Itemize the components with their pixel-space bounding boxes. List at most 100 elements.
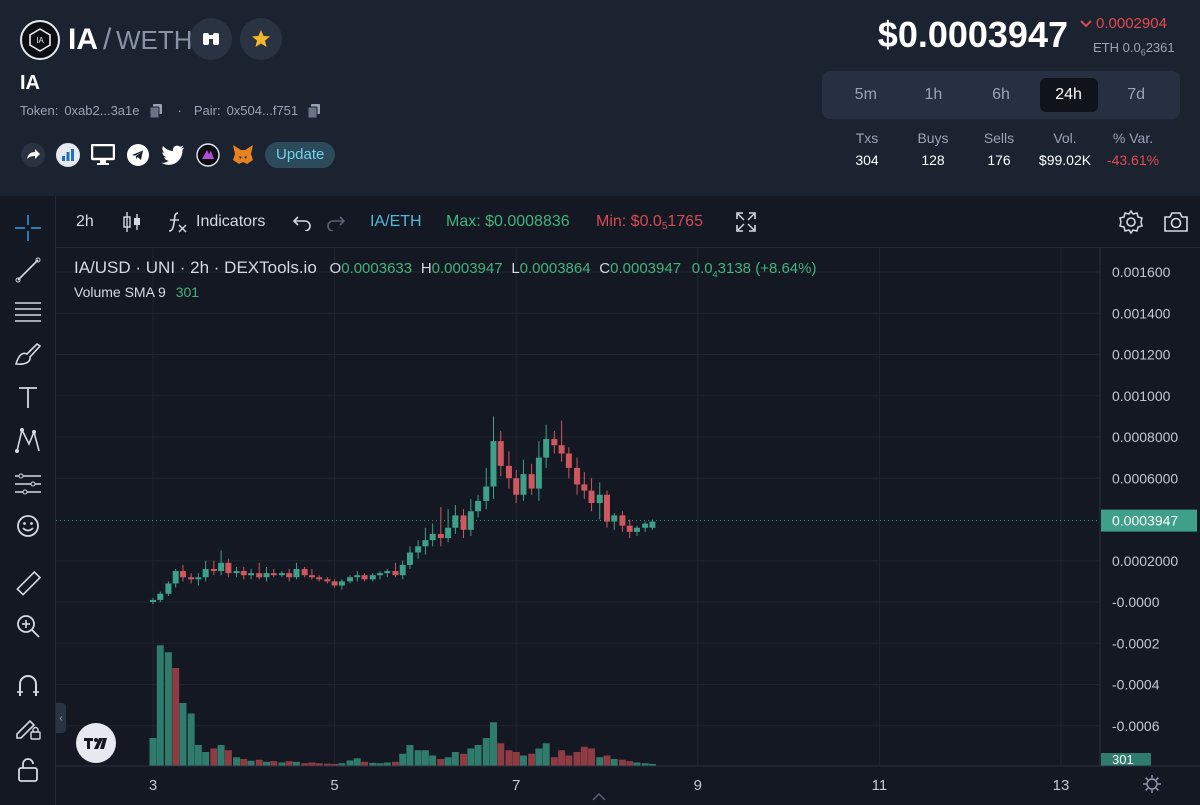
pattern-tool[interactable] [10,422,46,458]
legend-low-value: 0.0003864 [519,260,591,277]
fullscreen-button[interactable] [734,196,758,248]
legend-symbol: IA/USD · UNI · 2h · DEXTools.io [74,258,317,277]
volume-bar [217,745,225,766]
magnet-icon [17,675,39,696]
volume-bar [247,760,255,766]
dextools-app-button[interactable] [195,143,220,168]
copy-token-icon[interactable] [149,103,162,118]
volume-bar [240,759,248,766]
volume-bar [460,753,468,766]
candle-body [445,527,452,539]
volume-bar [376,763,384,766]
tab-1h[interactable]: 1h [924,86,943,103]
token-logo-icon: IA [20,20,60,60]
emoji-tool[interactable] [10,508,46,544]
crosshair-tool[interactable] [10,210,46,246]
last-price-badge [1101,509,1197,532]
volume-bar [187,713,195,766]
prediction-tool[interactable] [10,466,46,502]
price-chart[interactable]: 0.001600 0.001400 0.001200 0.001000 0.000800… [56,248,1200,805]
lock-all-tool[interactable] [10,752,46,788]
indicators-button[interactable]: Indicators [166,196,265,248]
axis-settings-icon [1146,778,1158,790]
price-eth-subscript: 6 [1140,47,1146,58]
lock-drawing-tool[interactable] [10,708,46,744]
unlock-icon [18,758,38,782]
trend-line-tool[interactable] [10,252,46,288]
screenshot-button[interactable] [1162,196,1190,248]
address-line: Token: 0xab2...3a1e · Pair: 0x504...f751 [20,103,321,118]
candlestick-chart[interactable]: 0.001600 0.001400 0.001200 0.001000 0.000800… [56,248,1200,805]
candle-body [286,573,293,578]
redo-button[interactable] [326,196,346,248]
candle-body [354,575,361,578]
candle-body [278,573,285,576]
price-eth-prefix: ETH 0.0 [1093,40,1141,55]
legend-close-label: C [599,260,611,277]
brush-tool[interactable] [10,336,46,372]
settings-button[interactable] [1118,196,1144,248]
candle-body [347,577,354,582]
candle-body [565,453,572,468]
stat-volume: Vol. $99.02K [1030,130,1100,168]
candle-body [475,500,482,512]
candle-body [604,494,610,522]
candle-body [361,575,368,580]
stat-label: Vol. [1053,130,1077,146]
twitter-button[interactable] [160,143,185,168]
quote-toggle-button[interactable]: IA/ETH [370,213,422,230]
crosshair-icon [15,215,41,241]
candle-body [202,569,209,578]
magnet-tool[interactable] [10,668,46,704]
undo-button[interactable] [292,196,312,248]
candle-body [225,562,232,574]
volume-bar [580,746,588,766]
pair-slash: / [103,23,112,56]
collapse-toolbar-button[interactable]: ‹ [56,703,66,733]
token-address-label: Token: [20,103,59,118]
zoom-in-icon [17,615,40,638]
text-tool[interactable] [10,380,46,416]
tab-6h[interactable]: 6h [992,86,1010,103]
time-tick-label: 7 [512,777,520,794]
chart-type-button[interactable] [122,196,142,248]
fib-tool[interactable] [10,294,46,330]
bar-chart-icon [55,143,80,167]
volume-bar [210,748,218,766]
tab-5m[interactable]: 5m [854,86,877,103]
volume-bar [588,748,596,766]
interval-button[interactable]: 2h [76,213,94,230]
token-name: IA [20,72,40,94]
candle-body [248,573,255,576]
volume-bar [315,763,323,766]
telegram-button[interactable] [125,143,150,168]
chart-link-button[interactable] [55,143,80,168]
volume-bar [399,753,407,766]
volume-bar [414,750,422,766]
copy-pair-icon[interactable] [308,103,321,118]
website-button[interactable] [90,143,115,168]
tab-7d[interactable]: 7d [1127,86,1146,103]
axis-settings-ray [1155,777,1159,781]
time-axis-panel [56,766,1200,805]
candle-body [642,523,649,528]
share-button[interactable] [20,143,45,168]
ruler-icon [16,570,42,596]
binoculars-button[interactable] [190,18,232,60]
update-button[interactable]: Update [265,142,336,168]
candle-body [263,573,270,578]
measure-tool[interactable] [10,566,46,602]
volume-bar [641,763,649,766]
pair-base: IA [68,23,98,56]
volume-bar [278,762,286,766]
smiley-icon [17,515,39,537]
metamask-button[interactable] [230,143,255,168]
zoom-tool[interactable] [10,608,46,644]
tab-24h[interactable]: 24h [1039,78,1098,112]
tradingview-logo[interactable] [76,723,116,763]
legend-change-prefix: 0.0 [691,260,713,277]
stat-label: Sells [983,130,1015,146]
volume-bar [149,738,157,766]
favorite-button[interactable] [240,18,282,60]
candle-body [308,575,315,578]
